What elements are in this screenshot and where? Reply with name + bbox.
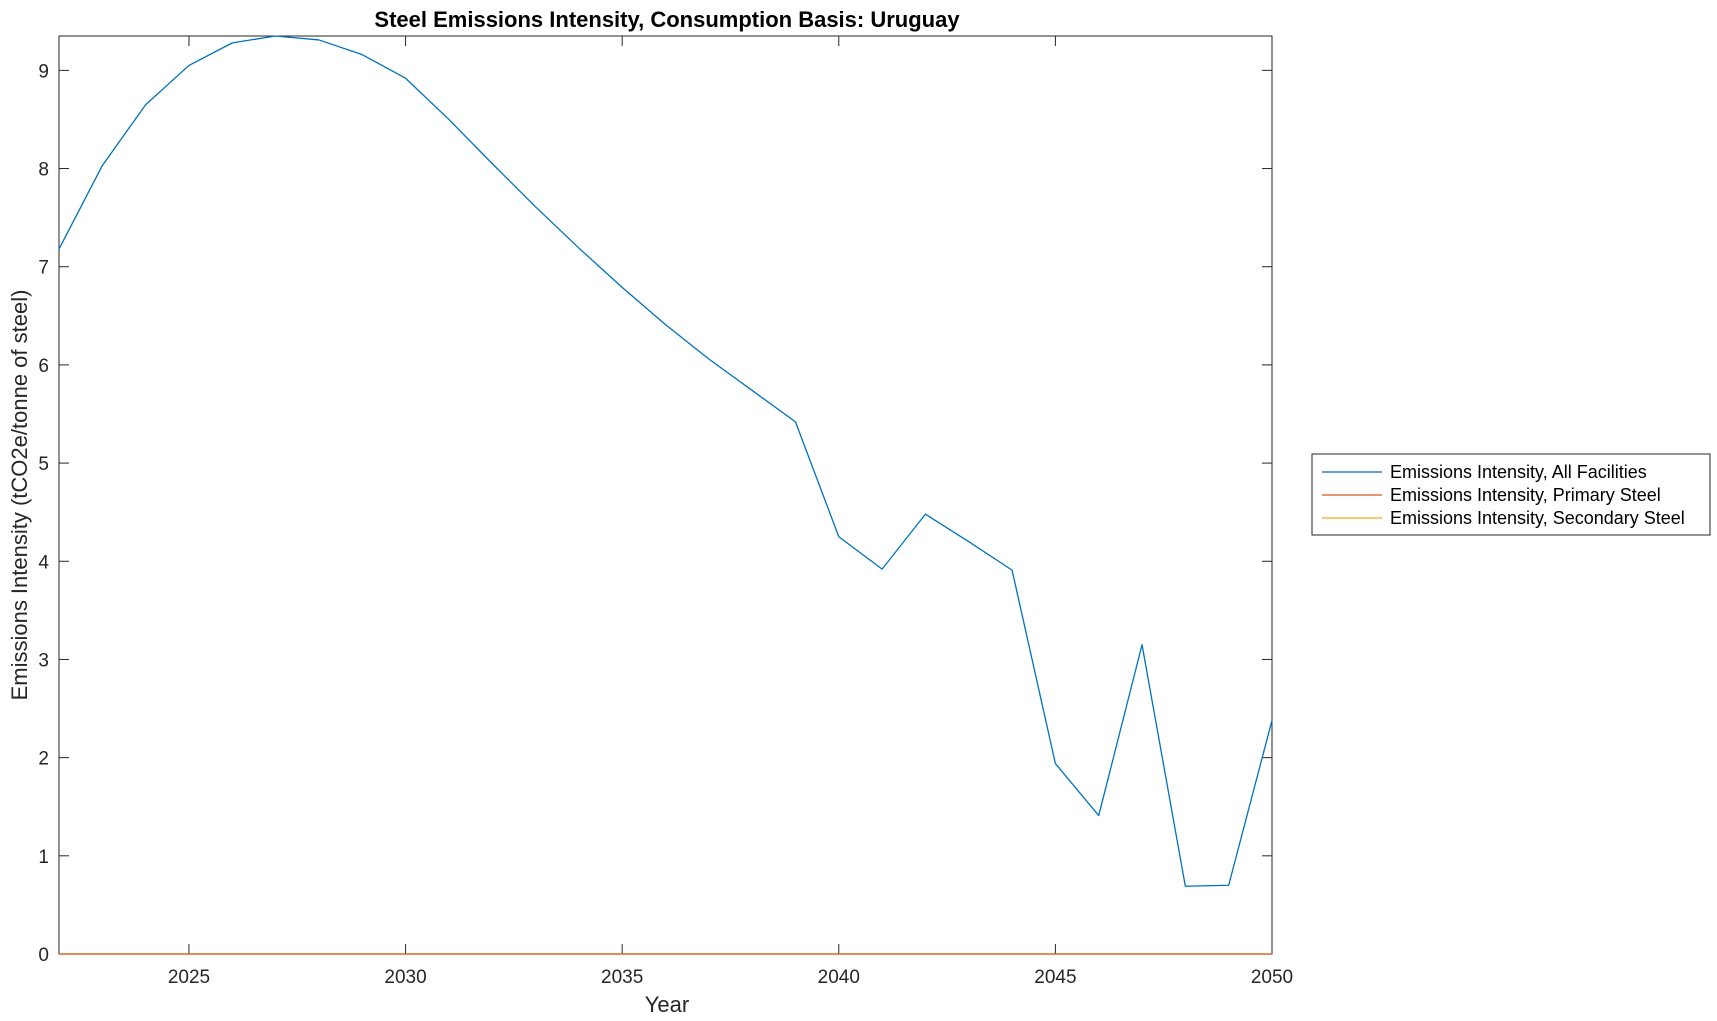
- y-tick-label: 4: [38, 552, 49, 573]
- y-tick-label: 5: [38, 454, 49, 475]
- plot-area: 2025 2030 2035 2040 2045 2050 0 1 2 3 4 5 6 7 8 9: [38, 35, 1293, 988]
- axes-box: [58, 35, 1273, 955]
- chart-title: Steel Emissions Intensity, Consumption B…: [374, 7, 960, 32]
- x-axis-label: Year: [645, 992, 689, 1017]
- y-tick-label: 8: [38, 160, 49, 181]
- x-tick-label: 2050: [1251, 967, 1293, 988]
- x-tick-label: 2040: [818, 967, 860, 988]
- legend: Emissions Intensity, All Facilities Emiss…: [1311, 453, 1711, 536]
- y-tick-label: 3: [38, 650, 49, 671]
- y-tick-label: 2: [38, 749, 49, 770]
- legend-entry: Emissions Intensity, Primary Steel: [1390, 485, 1661, 505]
- y-tick-label: 7: [38, 258, 49, 279]
- x-tick-label: 2025: [168, 967, 210, 988]
- x-tick-label: 2045: [1034, 967, 1076, 988]
- y-tick-label: 1: [38, 847, 49, 868]
- legend-entry: Emissions Intensity, All Facilities: [1390, 462, 1647, 482]
- y-tick-label: 9: [38, 61, 49, 82]
- x-tick-label: 2030: [384, 967, 426, 988]
- y-tick-label: 6: [38, 356, 49, 377]
- y-tick-label: 0: [38, 945, 49, 966]
- x-tick-label: 2035: [601, 967, 643, 988]
- legend-entry: Emissions Intensity, Secondary Steel: [1390, 508, 1685, 528]
- y-axis-label: Emissions Intensity (tCO2e/tonne of stee…: [7, 290, 32, 701]
- series-line-emissions-intensity-all-facilities: [58, 35, 1273, 887]
